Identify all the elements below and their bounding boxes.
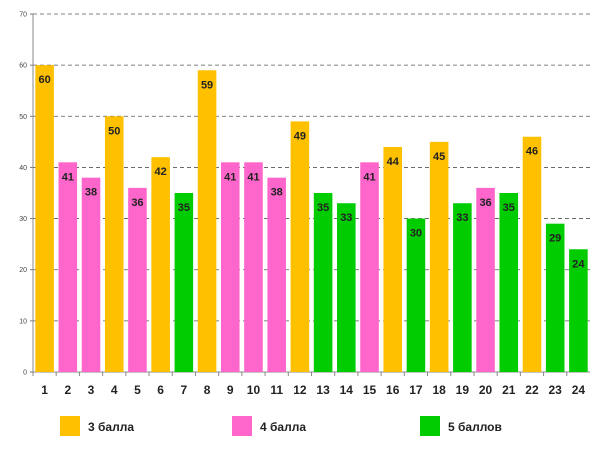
x-tick-label: 18 <box>432 383 446 397</box>
bar <box>197 70 217 372</box>
data-label: 33 <box>340 212 352 224</box>
y-tick-label: 40 <box>19 165 27 172</box>
y-tick-label: 70 <box>19 12 27 19</box>
bar <box>406 218 426 372</box>
bar <box>81 177 101 372</box>
bar <box>174 193 194 372</box>
bar <box>104 116 124 373</box>
data-label: 24 <box>572 258 585 270</box>
data-label: 44 <box>387 156 400 168</box>
x-tick-label: 19 <box>456 383 470 397</box>
data-label: 41 <box>62 171 74 183</box>
x-tick-label: 7 <box>181 383 188 397</box>
labels-layer: 1602413384505366427358599411041113812491… <box>38 74 585 397</box>
grid-layer <box>33 13 590 322</box>
bar <box>151 157 170 372</box>
data-label: 50 <box>108 125 120 137</box>
data-label: 60 <box>38 74 50 86</box>
axis-layer: 0 10 20 30 40 50 60 70 <box>19 12 590 377</box>
bar <box>128 187 147 372</box>
bar <box>267 177 286 372</box>
x-tick-label: 2 <box>64 383 71 397</box>
x-tick-label: 13 <box>316 383 330 397</box>
x-tick-label: 16 <box>386 383 400 397</box>
x-tick-label: 22 <box>525 383 539 397</box>
x-tick-label: 20 <box>479 383 493 397</box>
bar <box>383 146 403 372</box>
bar <box>290 121 310 373</box>
bar <box>476 187 495 372</box>
bar <box>360 162 379 372</box>
bars-layer <box>35 65 588 373</box>
y-tick-label: 0 <box>23 370 27 377</box>
x-tick-label: 12 <box>293 383 307 397</box>
data-label: 42 <box>155 166 167 178</box>
legend-swatch <box>60 416 80 436</box>
bar <box>545 223 565 372</box>
data-label: 45 <box>433 151 445 163</box>
legend-swatch <box>420 416 440 436</box>
legend-label: 4 балла <box>260 420 306 434</box>
x-tick-label: 8 <box>204 383 211 397</box>
x-tick-label: 9 <box>227 383 234 397</box>
x-tick-label: 6 <box>157 383 164 397</box>
y-tick-label: 30 <box>19 216 27 223</box>
data-label: 38 <box>85 187 97 199</box>
y-tick-label: 20 <box>19 267 27 274</box>
legend: 3 балла 4 балла 5 баллов <box>60 416 502 436</box>
x-tick-label: 11 <box>270 383 283 397</box>
x-tick-label: 23 <box>549 383 563 397</box>
data-label: 36 <box>479 197 491 209</box>
data-label: 59 <box>201 79 213 91</box>
x-tick-label: 3 <box>88 383 95 397</box>
bar <box>429 141 449 372</box>
x-tick-label: 5 <box>134 383 141 397</box>
bar <box>453 203 472 372</box>
data-label: 35 <box>178 202 190 214</box>
data-label: 35 <box>317 202 329 214</box>
legend-swatch <box>232 416 252 436</box>
legend-label: 5 баллов <box>448 420 502 434</box>
data-label: 46 <box>526 146 538 158</box>
data-label: 30 <box>410 228 422 240</box>
data-label: 33 <box>456 212 468 224</box>
legend-label: 3 балла <box>88 420 134 434</box>
data-label: 49 <box>294 130 306 142</box>
bar <box>499 193 519 372</box>
bar <box>522 136 542 372</box>
bar <box>569 249 588 372</box>
bar <box>220 162 240 372</box>
bar <box>58 162 78 372</box>
bar <box>313 193 333 372</box>
x-tick-label: 1 <box>41 383 48 397</box>
y-tick-label: 50 <box>19 114 27 121</box>
data-label: 41 <box>247 171 259 183</box>
x-tick-label: 10 <box>247 383 261 397</box>
y-tick-label: 60 <box>19 63 27 70</box>
x-tick-label: 21 <box>502 383 516 397</box>
x-tick-label: 17 <box>409 383 423 397</box>
x-tick-label: 15 <box>363 383 377 397</box>
bar <box>35 65 54 373</box>
data-label: 29 <box>549 233 561 245</box>
x-tick-label: 4 <box>111 383 118 397</box>
data-label: 41 <box>224 171 236 183</box>
x-tick-label: 24 <box>572 383 586 397</box>
bar <box>244 162 263 372</box>
data-label: 35 <box>503 202 515 214</box>
data-label: 36 <box>131 197 143 209</box>
bar <box>337 203 356 372</box>
x-tick-label: 14 <box>340 383 354 397</box>
data-label: 41 <box>363 171 375 183</box>
data-label: 38 <box>271 187 283 199</box>
y-tick-label: 10 <box>19 318 27 325</box>
